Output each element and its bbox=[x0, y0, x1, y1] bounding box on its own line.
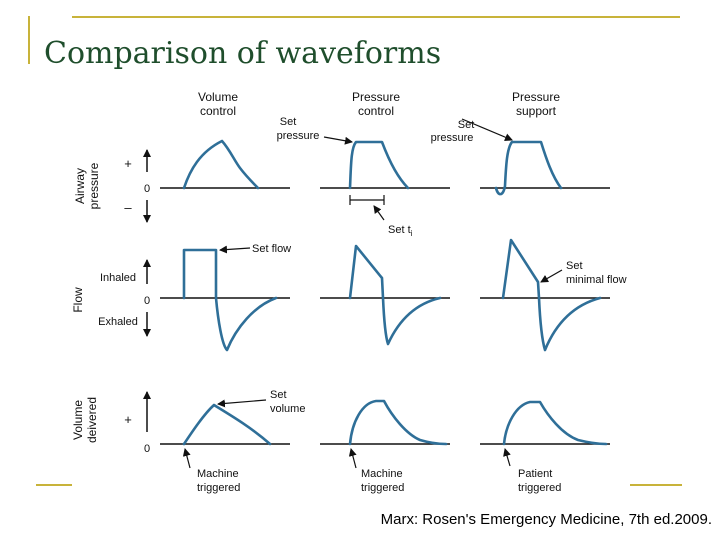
label-set-minimal-flow-line2: minimal flow bbox=[566, 274, 627, 286]
arrow-trigger-2 bbox=[348, 448, 357, 469]
pressure-minus-label: – bbox=[124, 200, 132, 215]
arrow-set-volume bbox=[217, 399, 267, 408]
pressure-wave-pressure-control bbox=[348, 140, 410, 190]
flow-inhaled-label: Inhaled bbox=[100, 272, 136, 284]
pressure-zero-label: 0 bbox=[144, 183, 150, 195]
flow-exhaled-label: Exhaled bbox=[98, 316, 138, 328]
arrow-set-pressure-2 bbox=[461, 118, 513, 141]
col-header-volume-control-1: Volume bbox=[198, 90, 238, 104]
arrow-trigger-1 bbox=[182, 448, 191, 469]
col-header-pressure-support-2: support bbox=[516, 104, 557, 118]
col-header-pressure-support-1: Pressure bbox=[512, 90, 560, 104]
slide-title: Comparison of waveforms bbox=[44, 36, 442, 71]
col-header-pressure-control-1: Pressure bbox=[352, 90, 400, 104]
bottom-right-rule bbox=[630, 484, 682, 486]
trigger-label-3-line1: Patient bbox=[518, 468, 552, 480]
label-set-pressure-1-line2: pressure bbox=[277, 130, 320, 142]
arrow-set-pressure-1 bbox=[323, 136, 353, 145]
volume-wave-pressure-control bbox=[348, 399, 448, 446]
pressure-wave-volume-control bbox=[182, 139, 260, 190]
flow-zero-label: 0 bbox=[144, 295, 150, 307]
arrow-set-minimal-flow bbox=[540, 269, 563, 283]
row-label-flow: Flow bbox=[71, 287, 85, 313]
trigger-label-2-line2: triggered bbox=[361, 482, 404, 494]
trigger-label-2-line1: Machine bbox=[361, 468, 403, 480]
arrow-trigger-3 bbox=[503, 448, 511, 467]
label-set-volume-line1: Set bbox=[270, 389, 287, 401]
label-set-flow: Set flow bbox=[252, 243, 291, 255]
arrow-set-flow bbox=[219, 245, 251, 254]
volume-zero-label: 0 bbox=[144, 443, 150, 455]
col-header-volume-control-2: control bbox=[200, 104, 236, 118]
left-rule bbox=[28, 16, 30, 64]
label-set-minimal-flow-line1: Set bbox=[566, 260, 583, 272]
trigger-label-1-line2: triggered bbox=[197, 482, 240, 494]
flow-wave-pressure-control bbox=[348, 244, 442, 346]
label-set-ti: Set ti bbox=[388, 224, 413, 238]
top-rule bbox=[72, 16, 680, 18]
row-label-airway: Airway bbox=[73, 168, 87, 204]
row-label-pressure: pressure bbox=[87, 162, 101, 209]
trigger-label-3-line2: triggered bbox=[518, 482, 561, 494]
bottom-left-rule bbox=[36, 484, 72, 486]
row-label-volume: Volume bbox=[71, 400, 85, 440]
pressure-wave-pressure-support bbox=[494, 140, 563, 196]
volume-wave-volume-control bbox=[182, 403, 272, 446]
pressure-plus-label: + bbox=[124, 156, 132, 171]
flow-wave-pressure-support bbox=[501, 238, 602, 352]
source-caption: Marx: Rosen's Emergency Medicine, 7th ed… bbox=[380, 511, 712, 528]
arrow-set-ti bbox=[373, 205, 385, 221]
row-label-delivered: deivered bbox=[85, 397, 99, 443]
label-set-pressure-2-line2: pressure bbox=[431, 132, 474, 144]
volume-plus-label: + bbox=[124, 412, 132, 427]
volume-wave-pressure-support bbox=[502, 400, 608, 446]
flow-wave-volume-control bbox=[182, 248, 278, 352]
label-set-pressure-1-line1: Set bbox=[280, 116, 297, 128]
label-set-volume-line2: volume bbox=[270, 403, 305, 415]
col-header-pressure-control-2: control bbox=[358, 104, 394, 118]
trigger-label-1-line1: Machine bbox=[197, 468, 239, 480]
